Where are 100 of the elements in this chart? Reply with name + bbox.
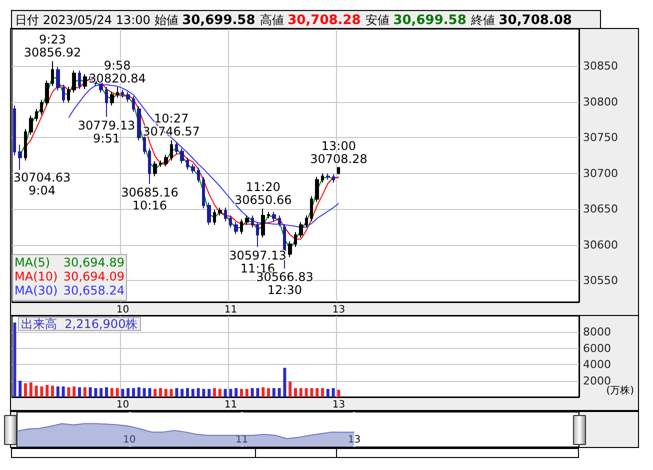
candlestick	[218, 207, 222, 216]
candlestick	[224, 207, 227, 222]
bar	[88, 387, 92, 397]
candlestick	[321, 172, 324, 184]
x-tick-label: 11	[224, 400, 238, 410]
bar	[159, 388, 162, 397]
bar	[321, 388, 324, 397]
bar	[46, 384, 49, 397]
bar	[229, 388, 232, 397]
bar	[34, 386, 38, 397]
candlestick	[256, 221, 259, 248]
bar	[288, 382, 292, 397]
candlestick	[105, 86, 108, 118]
bar	[196, 388, 200, 397]
bar	[94, 388, 98, 397]
candlestick	[261, 208, 265, 238]
bar	[175, 388, 178, 397]
annotation: 9:23 30856.92	[24, 32, 82, 60]
candlestick	[251, 215, 254, 228]
bar	[326, 388, 330, 397]
bar	[213, 388, 216, 397]
y-tick-label: 30700	[583, 166, 618, 180]
candlestick	[294, 231, 297, 248]
candlestick	[305, 215, 308, 228]
annotation: 30,694.89	[63, 256, 124, 270]
y-tick-label: 8000	[583, 326, 611, 339]
candlestick	[116, 86, 119, 98]
candlestick	[170, 140, 173, 161]
candlestick	[78, 70, 81, 90]
candlestick	[186, 157, 189, 170]
candlestick	[315, 176, 319, 202]
candlestick	[267, 211, 270, 219]
bar	[299, 388, 302, 397]
bar	[262, 387, 265, 397]
x-tick-label: 10	[116, 400, 130, 410]
candlestick	[67, 86, 70, 104]
candlestick	[229, 215, 232, 228]
candlestick	[62, 84, 65, 104]
candlestick	[72, 70, 76, 94]
bar	[67, 387, 70, 397]
candlestick	[24, 128, 27, 161]
x-tick-label: 10	[116, 304, 130, 316]
x-tick-label: 11	[235, 434, 248, 446]
y-tick-label: 6000	[583, 342, 611, 355]
annotation: 13:00 30708.28	[310, 138, 368, 166]
y-tick-label: 4000	[583, 358, 611, 372]
candlestick	[18, 144, 22, 171]
candlestick	[153, 160, 157, 177]
candlestick	[13, 104, 16, 156]
bar	[83, 387, 86, 397]
candlestick	[110, 91, 114, 106]
candlestick	[337, 166, 340, 174]
candlestick	[126, 91, 130, 102]
bar	[245, 388, 248, 397]
bar	[121, 388, 124, 397]
bar	[126, 388, 130, 397]
candlestick	[40, 99, 43, 116]
candlestick	[164, 154, 168, 167]
candlestick	[191, 164, 195, 174]
candlestick	[245, 215, 249, 226]
bar	[191, 388, 194, 397]
bar	[186, 388, 189, 397]
bar	[132, 388, 135, 397]
annotation: 11:20 30650.66	[234, 180, 292, 208]
bar	[202, 388, 206, 397]
bar	[310, 388, 314, 397]
text: MA(5)	[14, 256, 50, 270]
bar	[29, 382, 32, 397]
candlestick	[240, 218, 243, 235]
bar	[283, 368, 286, 397]
candlestick	[234, 221, 238, 235]
annotation: 30,694.09	[63, 270, 124, 284]
bar	[234, 388, 238, 397]
bar	[40, 386, 44, 397]
candlestick	[148, 148, 151, 184]
bar	[218, 388, 222, 397]
bar	[224, 388, 227, 397]
x-tick-label: 13	[348, 434, 361, 446]
y-tick-label: 30850	[583, 60, 618, 73]
text: MA(10)	[14, 270, 58, 284]
y-axis-title: (万株)	[606, 384, 634, 396]
bar	[278, 388, 281, 397]
bar	[240, 388, 243, 397]
y-tick-label: 30600	[583, 238, 618, 252]
bar	[256, 388, 260, 397]
candlestick	[83, 74, 87, 90]
candlestick	[180, 148, 184, 164]
bar	[142, 388, 146, 397]
candlestick	[213, 209, 216, 226]
bar	[78, 387, 81, 397]
candlestick	[132, 96, 135, 112]
bar	[56, 386, 60, 397]
bar	[332, 388, 335, 397]
candlestick	[35, 108, 38, 122]
bar	[18, 380, 22, 397]
bar	[100, 388, 103, 397]
candlestick	[288, 240, 292, 258]
x-tick-label: 13	[332, 400, 346, 410]
y-tick-label: 2000	[583, 374, 611, 388]
y-tick-label: 30550	[583, 274, 618, 288]
